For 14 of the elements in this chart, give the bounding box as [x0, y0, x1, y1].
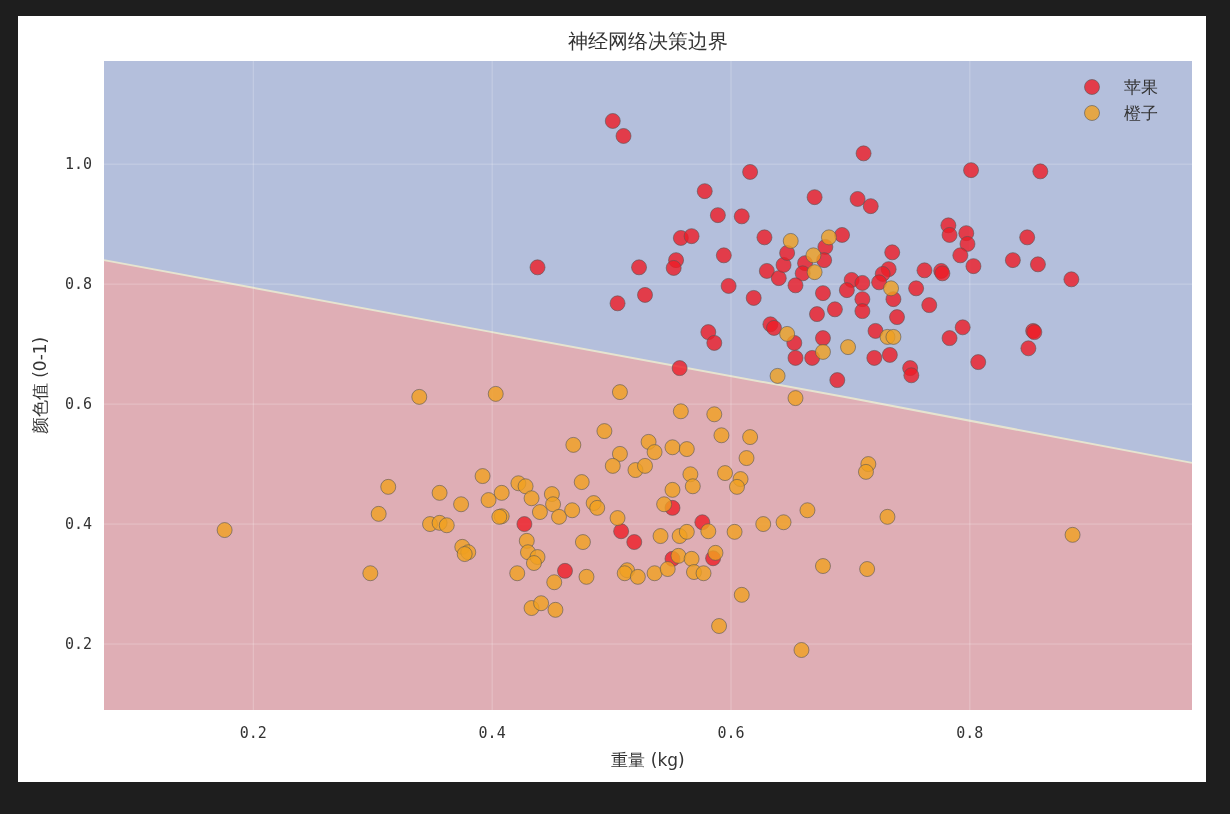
legend-label: 橙子	[1124, 103, 1158, 123]
x-tick-label: 0.2	[239, 724, 267, 742]
y-tick-label: 0.8	[64, 275, 92, 294]
y-tick-label: 0.2	[64, 635, 92, 654]
x-axis-title: 重量 (kg)	[611, 750, 685, 770]
x-tick-label: 0.4	[478, 724, 506, 742]
y-tick-label: 1.0	[64, 155, 92, 174]
chart-title: 神经网络决策边界	[568, 29, 728, 53]
y-tick-label: 0.4	[64, 515, 92, 534]
y-tick-label: 0.6	[64, 395, 92, 414]
x-tick-label: 0.6	[717, 724, 745, 742]
x-tick-label: 0.8	[956, 724, 984, 742]
legend-label: 苹果	[1124, 77, 1158, 97]
y-axis-title: 颜色值 (0-1)	[30, 336, 50, 435]
